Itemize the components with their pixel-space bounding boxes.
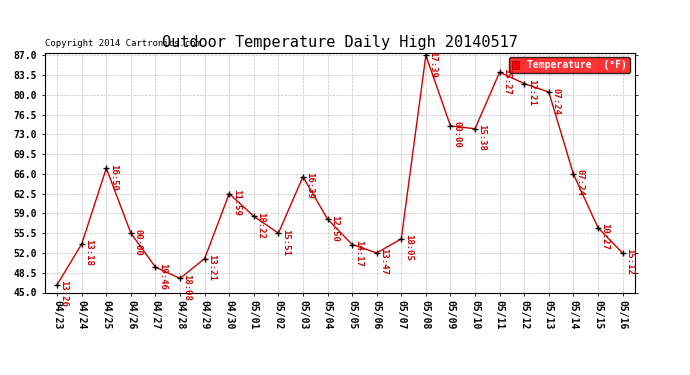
Text: Copyright 2014 Cartronics.com: Copyright 2014 Cartronics.com (45, 39, 201, 48)
Text: 13:47: 13:47 (380, 249, 388, 275)
Text: 11:59: 11:59 (232, 189, 241, 216)
Text: 10:27: 10:27 (600, 223, 609, 250)
Text: 13:21: 13:21 (207, 254, 216, 281)
Text: 15:38: 15:38 (477, 124, 486, 151)
Text: 12:21: 12:21 (526, 79, 535, 106)
Text: 15:27: 15:27 (502, 68, 511, 94)
Text: 16:39: 16:39 (306, 172, 315, 199)
Text: 17:39: 17:39 (428, 51, 437, 78)
Text: 18:08: 18:08 (182, 274, 192, 301)
Text: 18:22: 18:22 (256, 212, 265, 238)
Text: 07:24: 07:24 (551, 87, 560, 114)
Text: 07:24: 07:24 (575, 170, 585, 196)
Text: 13:26: 13:26 (59, 280, 68, 307)
Text: 15:51: 15:51 (281, 229, 290, 256)
Text: 18:05: 18:05 (404, 234, 413, 261)
Text: 00:00: 00:00 (453, 122, 462, 148)
Text: 14:17: 14:17 (355, 240, 364, 267)
Title: Outdoor Temperature Daily High 20140517: Outdoor Temperature Daily High 20140517 (162, 35, 518, 50)
Legend: Temperature  (°F): Temperature (°F) (509, 57, 630, 73)
Text: 16:50: 16:50 (109, 164, 118, 190)
Text: 13:18: 13:18 (84, 239, 93, 266)
Text: 00:00: 00:00 (133, 229, 142, 256)
Text: 12:50: 12:50 (330, 214, 339, 242)
Text: 19:46: 19:46 (158, 262, 167, 290)
Text: 15:12: 15:12 (625, 249, 634, 275)
